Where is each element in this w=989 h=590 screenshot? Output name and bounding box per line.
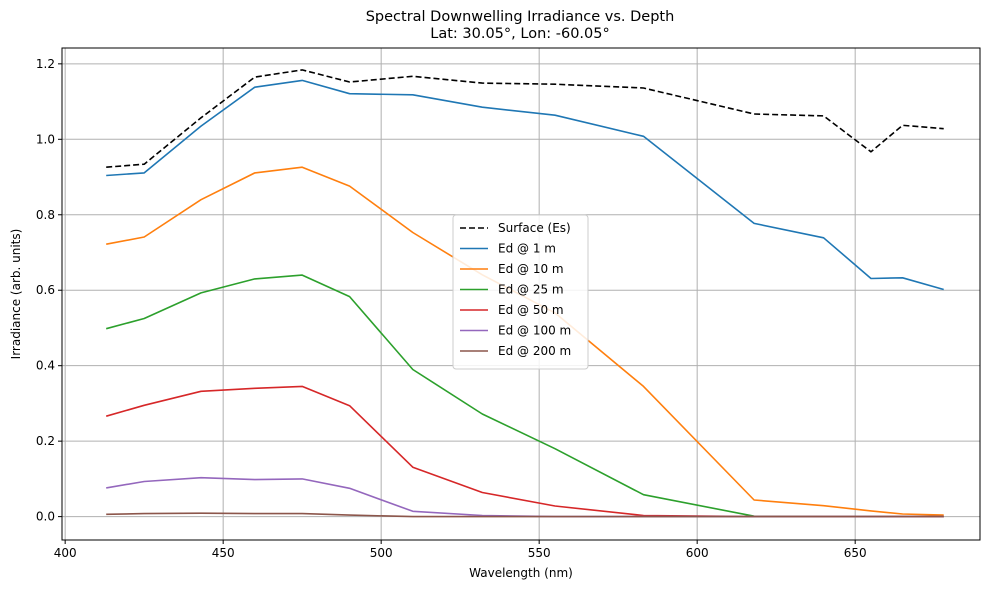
legend-label: Surface (Es): [498, 221, 571, 235]
x-tick-label: 550: [528, 546, 551, 560]
legend-label: Ed @ 50 m: [498, 303, 564, 317]
y-axis-label: Irradiance (arb. units): [9, 229, 23, 360]
series-line-surface-es: [106, 69, 944, 168]
x-tick-label: 650: [844, 546, 867, 560]
y-tick-label: 1.2: [36, 57, 55, 71]
y-tick-label: 1.0: [36, 132, 55, 146]
y-tick-label: 0.8: [36, 208, 55, 222]
legend-label: Ed @ 100 m: [498, 324, 571, 338]
legend-label: Ed @ 25 m: [498, 283, 564, 297]
x-tick-label: 450: [212, 546, 235, 560]
legend-label: Ed @ 1 m: [498, 242, 556, 256]
chart-subtitle: Lat: 30.05°, Lon: -60.05°: [430, 26, 610, 42]
legend: Surface (Es) Ed @ 1 m Ed @ 10 m Ed @ 25 m Ed…: [452, 214, 589, 370]
x-tick-label: 600: [686, 546, 709, 560]
axis-ticks: 400 450 500 550 600 650 0.0 0.2 0.4 0.6 0.8 1.0 1.2: [36, 57, 867, 560]
x-axis-label: Wavelength (nm): [469, 566, 573, 580]
y-tick-label: 0.4: [36, 359, 55, 373]
y-tick-label: 0.2: [36, 434, 55, 448]
x-tick-label: 400: [54, 546, 77, 560]
legend-label: Ed @ 10 m: [498, 262, 564, 276]
plot-frame: [61, 47, 981, 541]
legend-items: Surface (Es) Ed @ 1 m Ed @ 10 m Ed @ 25 m Ed…: [460, 221, 571, 358]
legend-label: Ed @ 200 m: [498, 344, 571, 358]
chart-title: Spectral Downwelling Irradiance vs. Dept…: [366, 9, 675, 25]
series-line-ed-200-m: [106, 512, 944, 518]
y-tick-label: 0.0: [36, 510, 55, 524]
series-line-ed-1-m: [106, 79, 944, 291]
x-tick-label: 500: [370, 546, 393, 560]
y-tick-label: 0.6: [36, 283, 55, 297]
